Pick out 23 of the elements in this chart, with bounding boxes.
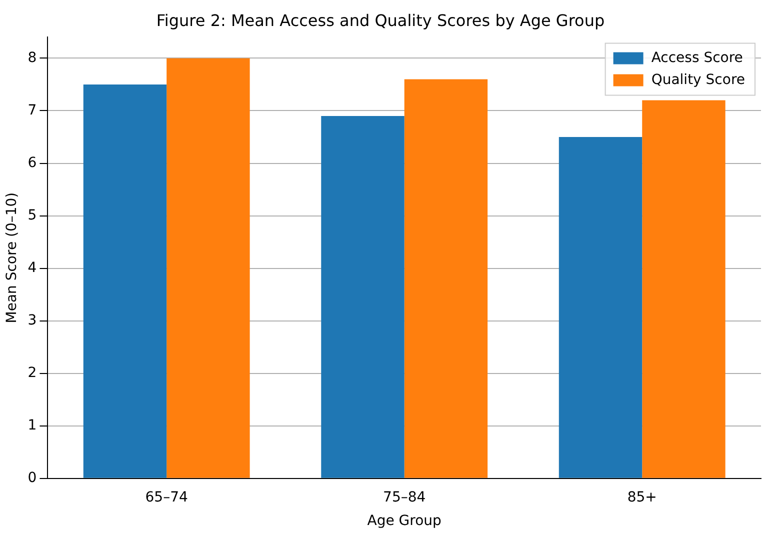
y-tick-label: 6 (28, 154, 37, 171)
y-tick-label: 4 (28, 260, 37, 276)
chart-title: Figure 2: Mean Access and Quality Scores by Age Group (156, 10, 605, 30)
y-axis-title: Mean Score (0–10) (4, 192, 20, 324)
x-tick-label: 85+ (627, 489, 657, 506)
y-tick-label: 8 (28, 50, 37, 66)
bar (321, 116, 404, 478)
x-axis-title: Age Group (367, 513, 442, 530)
bar (558, 136, 642, 478)
x-tick-label: 75–84 (383, 489, 426, 506)
legend-label: Quality Score (651, 72, 745, 88)
y-tick-label: 0 (28, 470, 37, 486)
y-tick-label: 2 (28, 364, 37, 381)
legend-label: Access Score (651, 50, 743, 66)
y-tick-label: 1 (28, 418, 37, 434)
bar (83, 84, 167, 478)
y-tick-label: 3 (28, 312, 37, 328)
x-tick-label: 65–74 (145, 489, 188, 506)
bar (642, 100, 726, 478)
y-tick-label: 7 (28, 102, 37, 118)
bar (404, 79, 488, 478)
y-tick-label: 5 (28, 207, 37, 224)
bar (166, 58, 250, 478)
